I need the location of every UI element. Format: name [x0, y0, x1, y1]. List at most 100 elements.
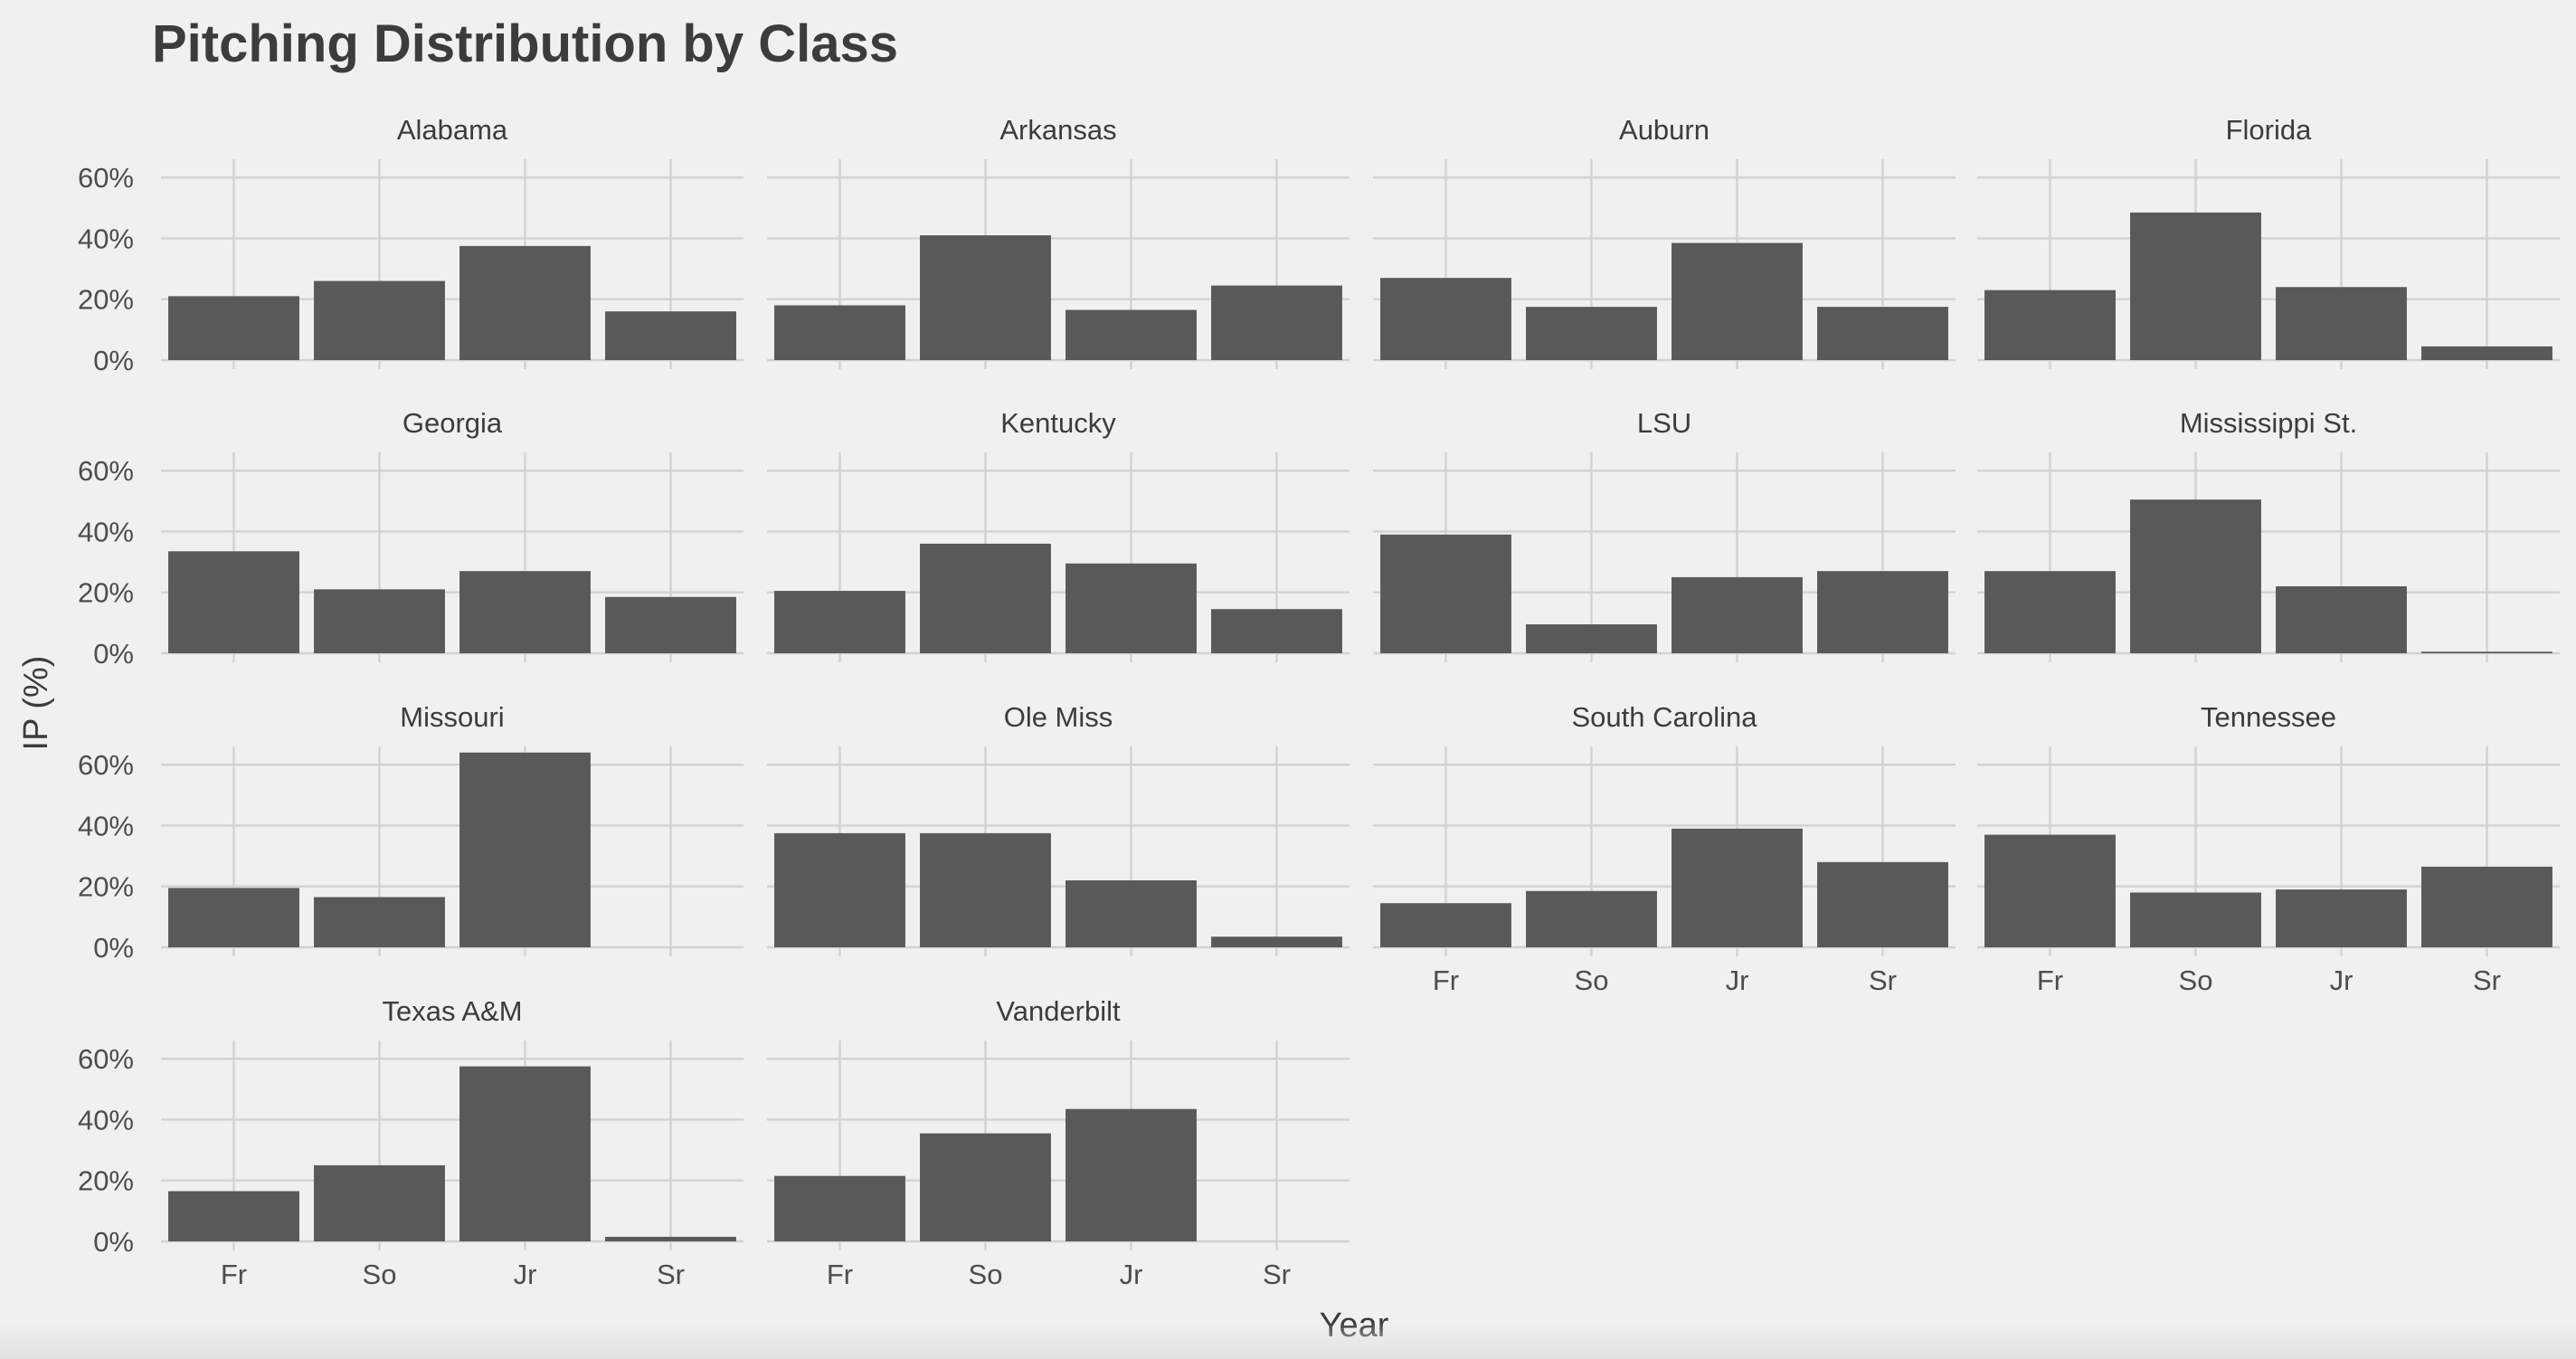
- bar-fr: [1380, 534, 1511, 653]
- bar-so: [920, 832, 1051, 947]
- bar-fr: [774, 305, 905, 360]
- panel-title: Mississippi St.: [2180, 407, 2357, 439]
- y-tick-label: 40%: [78, 1104, 134, 1136]
- bar-fr: [1380, 903, 1511, 947]
- bar-so: [2130, 212, 2261, 360]
- bar-fr: [168, 296, 299, 360]
- facet-panel: Missouri 0% 20% 40% 60%: [78, 701, 743, 964]
- y-tick-label: 20%: [78, 284, 134, 316]
- bar-so: [314, 1164, 445, 1241]
- panel-title: Missouri: [400, 701, 504, 733]
- facet-panel: Auburn: [1373, 114, 1956, 369]
- y-tick-label: 20%: [78, 1165, 134, 1197]
- panel-title: Auburn: [1619, 114, 1709, 146]
- bar-so: [314, 280, 445, 360]
- y-tick-label: 60%: [78, 749, 134, 781]
- bar-sr: [605, 1236, 736, 1241]
- bar-sr: [1817, 307, 1948, 360]
- x-tick-label: Sr: [657, 1259, 685, 1290]
- bar-fr: [774, 1175, 905, 1241]
- y-tick-label: 0%: [93, 932, 134, 964]
- panel-title: Texas A&M: [382, 995, 522, 1027]
- bar-jr: [459, 752, 591, 947]
- y-tick-label: 0%: [93, 345, 134, 376]
- x-tick-label: So: [2179, 965, 2213, 996]
- panel-title: Florida: [2226, 114, 2313, 146]
- facet-panel: Texas A&M 0% 20% 40% 60% Fr So Jr Sr: [78, 995, 743, 1290]
- y-axis-title: IP (%): [17, 656, 55, 751]
- bar-fr: [168, 551, 299, 653]
- bar-so: [1526, 624, 1657, 653]
- panel-title: Vanderbilt: [996, 995, 1121, 1027]
- x-tick-label: Jr: [1120, 1259, 1143, 1290]
- bar-jr: [1672, 828, 1803, 947]
- x-tick-label: Sr: [1869, 965, 1897, 996]
- facet-panel: South Carolina Fr So Jr Sr: [1373, 701, 1956, 996]
- bar-so: [2130, 499, 2261, 653]
- x-tick-label: So: [363, 1259, 397, 1290]
- x-tick-label: Fr: [2037, 965, 2063, 996]
- bar-jr: [2276, 287, 2407, 360]
- panel-title: South Carolina: [1571, 701, 1757, 733]
- bar-fr: [1984, 834, 2116, 947]
- bar-fr: [1984, 290, 2116, 360]
- bottom-shadow: [0, 1323, 2576, 1359]
- bar-so: [1526, 890, 1657, 947]
- bar-jr: [459, 245, 591, 360]
- bar-fr: [1380, 278, 1511, 360]
- bar-fr: [1984, 571, 2116, 653]
- bar-so: [314, 589, 445, 653]
- bar-so: [920, 235, 1051, 360]
- x-tick-label: Jr: [2330, 965, 2353, 996]
- x-tick-label: Fr: [221, 1259, 247, 1290]
- x-tick-label: Fr: [1433, 965, 1459, 996]
- facet-panel: Arkansas: [767, 114, 1350, 369]
- facet-panel: Alabama 0% 20% 40% 60%: [78, 114, 743, 376]
- bar-jr: [2276, 889, 2407, 947]
- y-tick-label: 40%: [78, 516, 134, 547]
- x-tick-label: So: [969, 1259, 1003, 1290]
- facet-panel: Mississippi St.: [1977, 407, 2560, 662]
- x-tick-label: So: [1575, 965, 1609, 996]
- bar-fr: [774, 591, 905, 653]
- y-tick-label: 0%: [93, 638, 134, 670]
- facet-panels: Alabama 0% 20% 40% 60% Arkansas Auburn Florida G…: [78, 114, 2560, 1290]
- x-tick-label: Fr: [827, 1259, 853, 1290]
- bar-sr: [605, 311, 736, 360]
- bar-jr: [2276, 586, 2407, 653]
- panel-title: Georgia: [402, 407, 503, 439]
- bar-sr: [2421, 346, 2552, 360]
- bar-jr: [459, 1066, 591, 1241]
- facet-panel: Ole Miss: [767, 701, 1350, 956]
- bar-sr: [605, 596, 736, 653]
- bar-fr: [168, 1191, 299, 1241]
- bar-jr: [1065, 309, 1197, 360]
- panel-title: Arkansas: [999, 114, 1116, 146]
- x-tick-label: Jr: [514, 1259, 537, 1290]
- facet-panel: Kentucky: [767, 407, 1350, 662]
- panel-title: Kentucky: [1000, 407, 1116, 439]
- facet-panel: LSU: [1373, 407, 1956, 662]
- bar-fr: [774, 832, 905, 947]
- bar-jr: [1065, 563, 1197, 653]
- y-tick-label: 0%: [93, 1226, 134, 1258]
- panel-title: Ole Miss: [1004, 701, 1113, 733]
- bar-sr: [1211, 285, 1342, 360]
- bar-so: [1526, 307, 1657, 360]
- y-tick-label: 60%: [78, 1043, 134, 1075]
- facet-panel: Florida: [1977, 114, 2560, 369]
- y-tick-label: 40%: [78, 810, 134, 841]
- panel-title: Tennessee: [2201, 701, 2336, 733]
- bar-so: [920, 1133, 1051, 1241]
- bar-sr: [1817, 571, 1948, 653]
- chart-title: Pitching Distribution by Class: [152, 14, 898, 73]
- panel-title: Alabama: [397, 114, 508, 146]
- bar-sr: [2421, 651, 2552, 653]
- x-tick-label: Jr: [1726, 965, 1749, 996]
- bar-jr: [1065, 1108, 1197, 1241]
- bar-jr: [459, 571, 591, 653]
- bar-so: [920, 543, 1051, 653]
- bar-sr: [1211, 609, 1342, 653]
- y-tick-label: 20%: [78, 577, 134, 609]
